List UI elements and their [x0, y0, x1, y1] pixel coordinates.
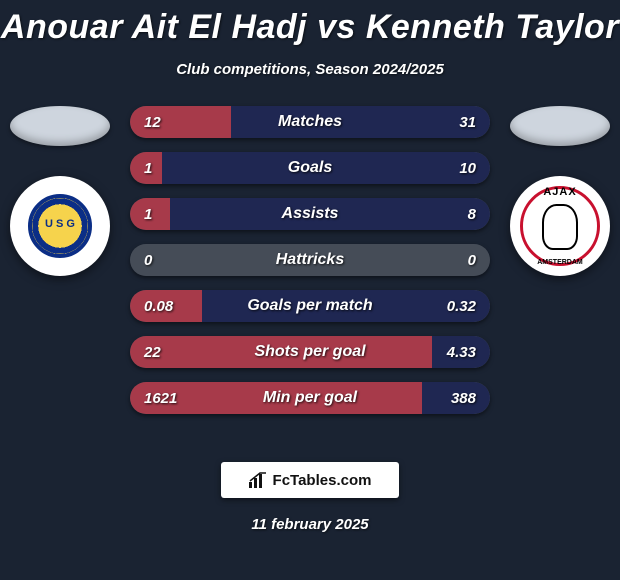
source-badge: FcTables.com	[221, 462, 399, 498]
metric-row: 00Hattricks	[130, 244, 490, 276]
comparison-chart: AMSTERDAM 1231Matches 110Goals 18Assists 00…	[0, 106, 620, 436]
metric-bar-left	[130, 382, 422, 414]
metric-bar-right	[422, 382, 490, 414]
source-name: FcTables.com	[273, 472, 372, 489]
metric-bar-left	[130, 290, 202, 322]
metric-bar-right	[202, 290, 490, 322]
metric-bar-right	[231, 106, 490, 138]
player-left-column	[0, 106, 120, 276]
club-crest-left	[10, 176, 110, 276]
player-right-column: AMSTERDAM	[500, 106, 620, 276]
metric-bar-left	[130, 152, 162, 184]
metric-row: 1231Matches	[130, 106, 490, 138]
metric-row: 224.33Shots per goal	[130, 336, 490, 368]
metric-row: 18Assists	[130, 198, 490, 230]
player-left-silhouette	[10, 106, 110, 146]
metric-bars: 1231Matches 110Goals 18Assists 00Hattricks 0…	[130, 106, 490, 414]
club-crest-right: AMSTERDAM	[510, 176, 610, 276]
chart-icon	[249, 472, 267, 488]
comparison-title: Anouar Ait El Hadj vs Kenneth Taylor	[0, 0, 620, 47]
metric-bar-left	[130, 336, 432, 368]
player-right-silhouette	[510, 106, 610, 146]
metric-bar-right	[432, 336, 490, 368]
metric-row: 1621388Min per goal	[130, 382, 490, 414]
metric-row: 0.080.32Goals per match	[130, 290, 490, 322]
metric-bar-right	[170, 198, 490, 230]
comparison-subtitle: Club competitions, Season 2024/2025	[0, 61, 620, 78]
snapshot-date: 11 february 2025	[0, 516, 620, 533]
metric-bar-left	[130, 106, 231, 138]
metric-row: 110Goals	[130, 152, 490, 184]
metric-bar-left	[130, 198, 170, 230]
metric-bar-right	[162, 152, 490, 184]
